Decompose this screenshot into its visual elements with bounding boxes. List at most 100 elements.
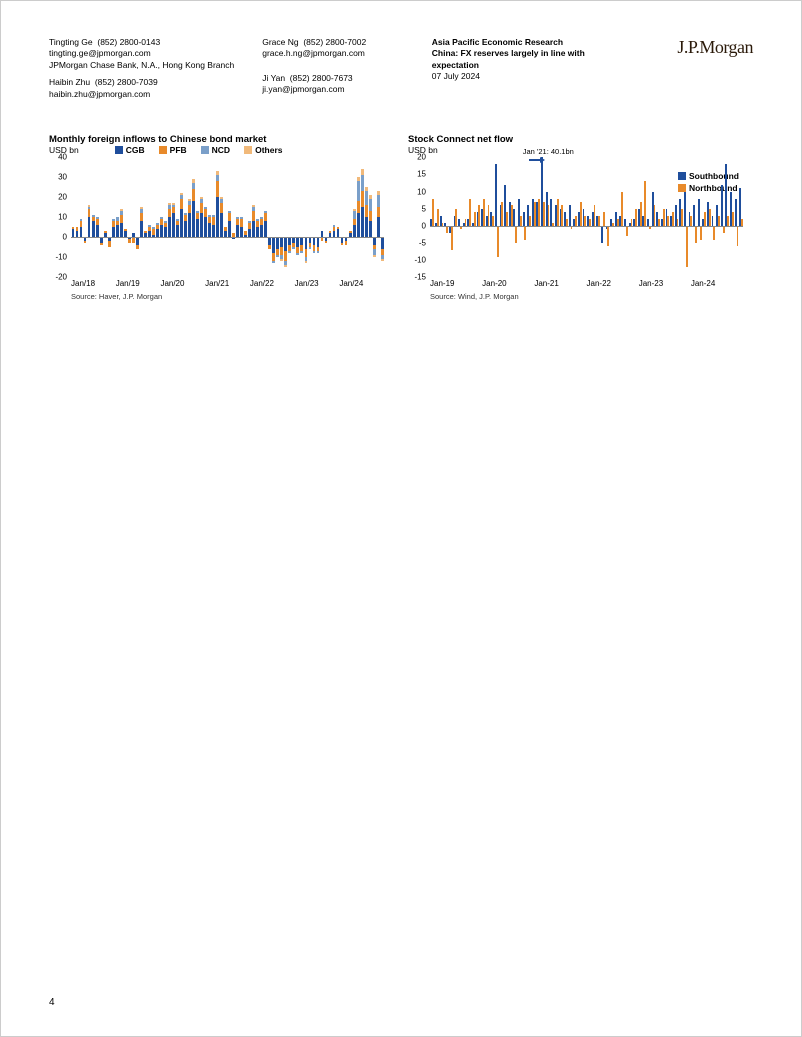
contact-email: tingting.ge@jpmorgan.com <box>49 48 234 59</box>
bar-segment <box>184 213 187 215</box>
bar-segment <box>172 213 175 237</box>
contact-name: Ji Yan <box>262 73 285 83</box>
bar-segment <box>329 231 332 233</box>
legend-swatch <box>244 146 252 154</box>
x-tick: Jan-23 <box>639 279 691 288</box>
bar-segment <box>200 203 203 213</box>
bar-segment <box>96 225 99 237</box>
y-tick: 15 <box>417 170 426 179</box>
legend-item: CGB <box>115 145 145 155</box>
bar-segment <box>369 221 372 237</box>
bar-segment <box>365 191 368 205</box>
bar-segment <box>268 237 271 245</box>
bar-segment <box>377 191 380 195</box>
bar-segment <box>180 209 183 237</box>
bar-segment <box>353 225 356 237</box>
bar-segment <box>361 207 364 237</box>
bar-segment <box>176 219 179 221</box>
bar-segment <box>252 207 255 211</box>
bar-segment <box>88 205 91 207</box>
contact-email: haibin.zhu@jpmorgan.com <box>49 89 234 100</box>
y-tick: -10 <box>55 253 67 262</box>
bar-segment <box>172 203 175 205</box>
bar-segment <box>272 261 275 263</box>
y-tick: -5 <box>419 239 426 248</box>
chart-source: Source: Haver, J.P. Morgan <box>71 292 384 301</box>
legend-item: PFB <box>159 145 187 155</box>
bar-segment <box>373 255 376 257</box>
bar-segment <box>373 237 376 245</box>
bar-segment <box>116 225 119 237</box>
legend-swatch <box>159 146 167 154</box>
report-date: 07 July 2024 <box>432 71 612 82</box>
bar-segment <box>100 243 103 245</box>
bar-segment <box>200 197 203 199</box>
bar-segment <box>176 225 179 237</box>
bar-segment <box>381 237 384 249</box>
bar-segment <box>188 213 191 237</box>
bar-segment <box>140 207 143 209</box>
legend-label: Others <box>255 145 282 155</box>
bar-segment <box>192 179 195 183</box>
bar-segment <box>377 217 380 237</box>
x-tick: Jan-19 <box>430 279 482 288</box>
bar-segment <box>120 209 123 211</box>
x-axis: Jan-19Jan-20Jan-21Jan-22Jan-23Jan-24 <box>430 279 743 288</box>
bar-segment <box>216 175 219 181</box>
bar-segment <box>305 249 308 257</box>
chart-plot-area: -15-10-505101520 <box>430 157 743 277</box>
bar-segment <box>248 229 251 237</box>
bar-segment <box>224 227 227 231</box>
bar-segment <box>381 259 384 261</box>
bar-segment <box>160 217 163 219</box>
y-tick: 20 <box>417 153 426 162</box>
bar-segment <box>240 227 243 237</box>
bar-segment <box>288 237 291 245</box>
bar-segment <box>240 217 243 219</box>
bar-segment <box>280 259 283 261</box>
x-tick: Jan/20 <box>160 279 205 288</box>
bar-segment <box>152 227 155 229</box>
bar-segment <box>216 171 219 175</box>
bar-segment <box>220 199 223 203</box>
bar-segment <box>140 221 143 237</box>
bar-segment <box>264 211 267 213</box>
bar-segment <box>200 199 203 203</box>
bar-segment <box>76 227 79 231</box>
bar-segment <box>216 197 219 237</box>
bar-segment <box>377 207 380 217</box>
page-number: 4 <box>49 997 55 1008</box>
bar-segment <box>280 237 283 247</box>
bar-segment <box>92 221 95 237</box>
bar-segment <box>120 223 123 237</box>
bar-segment <box>160 219 163 225</box>
x-axis: Jan/18Jan/19Jan/20Jan/21Jan/22Jan/23Jan/… <box>71 279 384 288</box>
bar-segment <box>284 251 287 261</box>
jpmorgan-logo: J.P.Morgan <box>677 37 753 106</box>
y-tick: 0 <box>422 221 426 230</box>
bar-segment <box>236 217 239 219</box>
contact-phone: (852) 2800-0143 <box>97 37 160 47</box>
bar-segment <box>248 223 251 229</box>
bar-segment <box>156 223 159 225</box>
bar-segment <box>296 253 299 255</box>
bar-segment <box>260 225 263 237</box>
bar-segment <box>240 219 243 227</box>
x-tick: Jan/19 <box>116 279 161 288</box>
x-tick: Jan/18 <box>71 279 116 288</box>
bar-segment <box>160 225 163 237</box>
bar-segment <box>313 237 316 245</box>
contact-extra: JPMorgan Chase Bank, N.A., Hong Kong Bra… <box>49 60 234 71</box>
legend-swatch <box>201 146 209 154</box>
bar-slot <box>380 157 384 277</box>
bar-segment <box>228 213 231 221</box>
bar-segment <box>172 207 175 213</box>
bar-slot <box>739 157 744 277</box>
bar-segment <box>313 251 316 253</box>
bar-segment <box>256 219 259 221</box>
bar-segment <box>204 217 207 237</box>
bar-segment <box>252 221 255 237</box>
bar-segment <box>120 215 123 223</box>
bar-segment <box>272 237 275 253</box>
zero-line <box>71 237 384 238</box>
